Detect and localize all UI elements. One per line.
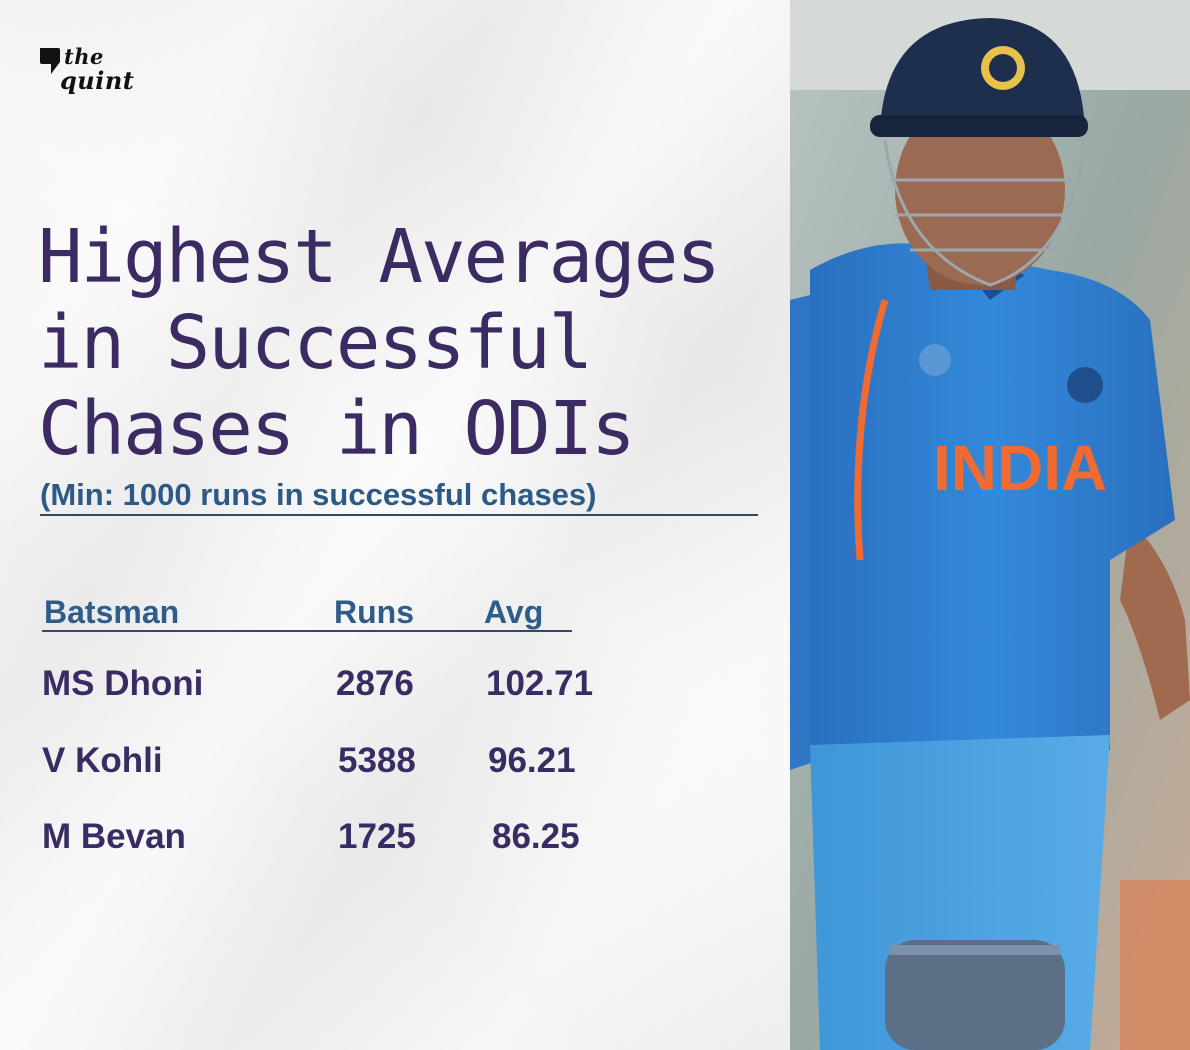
- row-1-runs: 2876: [336, 664, 414, 703]
- jersey-text: INDIA: [933, 432, 1107, 504]
- column-header-runs: Runs: [334, 594, 414, 630]
- title-line-3: Chases in ODIs: [38, 386, 636, 472]
- quint-logo-mark: [40, 48, 60, 74]
- row-2-avg: 96.21: [488, 741, 576, 780]
- player-photo: INDIA: [790, 0, 1190, 1050]
- row-1-batsman: MS Dhoni: [42, 664, 204, 703]
- logo-text-quint: quint: [60, 66, 135, 95]
- title-line-1: Highest Averages: [38, 214, 721, 300]
- page-title: Highest Averages in Successful Chases in…: [38, 214, 738, 472]
- logo-text-the: the: [64, 44, 104, 69]
- subtitle-underline: [40, 514, 758, 516]
- row-3-runs: 1725: [338, 817, 416, 856]
- row-3-batsman: M Bevan: [42, 817, 186, 856]
- quint-logo: the quint: [38, 44, 148, 100]
- paper-background: [0, 0, 790, 1050]
- column-header-avg: Avg: [484, 594, 544, 630]
- row-3-avg: 86.25: [492, 817, 580, 856]
- row-2-batsman: V Kohli: [42, 741, 163, 780]
- row-1-avg: 102.71: [486, 664, 594, 703]
- title-line-2: in Successful: [38, 300, 593, 386]
- row-2-runs: 5388: [338, 741, 416, 780]
- subtitle: (Min: 1000 runs in successful chases): [40, 477, 597, 512]
- column-header-batsman: Batsman: [44, 594, 180, 630]
- header-underline: [42, 630, 572, 632]
